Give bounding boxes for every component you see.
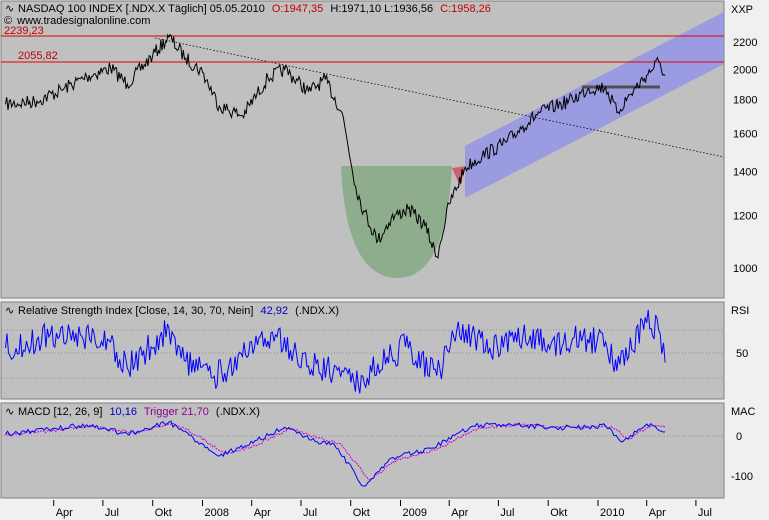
rsi-panel-header: ∿ Relative Strength Index [Close, 14, 30…: [5, 305, 749, 360]
copyright-symbol: ©: [4, 15, 12, 27]
svg-text:© www.tradesignalonline.: © www.tradesignalonline.com: [4, 15, 150, 27]
price-tick-label: 1200: [733, 211, 757, 223]
x-tick-label: 2008: [205, 507, 229, 519]
macd-line: [5, 420, 666, 487]
macd-settings-icon[interactable]: ∿: [5, 406, 14, 418]
macd-tick-minus100: -100: [731, 471, 753, 483]
price-title: NASDAQ 100 INDEX [.NDX.X Täglich] 05.05.…: [18, 3, 265, 15]
level-label-2239: 2239,23: [4, 25, 44, 37]
price-high-low: H:1971,10 L:1936,56: [330, 3, 433, 15]
macd-symbol: (.NDX.X): [216, 406, 260, 418]
x-tick-label: Okt: [155, 507, 172, 519]
chart-settings-icon[interactable]: ∿: [5, 3, 14, 15]
rsi-line: [5, 309, 666, 394]
rsi-title: Relative Strength Index [Close, 14, 30, …: [18, 305, 253, 317]
price-close: C:1958,26: [440, 3, 491, 15]
price-tick-label: 2200: [733, 37, 757, 49]
price-axis: 2200 2000 1800 1600 1400 1200 1000: [733, 37, 757, 275]
price-line: [5, 33, 666, 259]
x-tick-label: 2010: [600, 507, 624, 519]
svg-text:MACD [12, 26, 9] 10,16: MACD [12, 26, 9] 10,16 Trigger 21,70 (.N…: [18, 406, 260, 418]
x-tick-label: Apr: [649, 507, 666, 519]
macd-value: 10,16: [109, 406, 137, 418]
x-tick-label: Jul: [500, 507, 514, 519]
macd-tick-0: 0: [736, 431, 742, 443]
price-tick-label: 1600: [733, 128, 757, 140]
svg-text:NASDAQ 100 INDEX [.NDX.X Tägl: NASDAQ 100 INDEX [.NDX.X Täglich] 05.05.…: [18, 3, 491, 15]
descending-trendline: [154, 37, 725, 158]
level-label-2055: 2055,82: [18, 50, 58, 62]
price-tick-label: 1000: [733, 263, 757, 275]
x-tick-label: Jul: [105, 507, 119, 519]
macd-panel-header: ∿ MACD [12, 26, 9] 10,16 Trigger 21,70 (…: [5, 406, 756, 483]
price-tick-label: 2000: [733, 64, 757, 76]
source-label: www.tradesignalonline.com: [16, 15, 150, 27]
x-tick-label: Jul: [303, 507, 317, 519]
rsi-tick-50: 50: [736, 348, 748, 360]
price-panel-header: ∿ NASDAQ 100 INDEX [.NDX.X Täglich] 05.0…: [4, 3, 753, 62]
price-scale-label: XXP: [731, 4, 753, 16]
price-tick-label: 1400: [733, 167, 757, 179]
rsi-scale-label: RSI: [731, 305, 749, 317]
rsi-settings-icon[interactable]: ∿: [5, 305, 14, 317]
x-tick-label: 2009: [403, 507, 427, 519]
svg-text:Relative Strength Index [Close: Relative Strength Index [Close, 14, 30, …: [18, 305, 339, 317]
x-tick-label: Jul: [698, 507, 712, 519]
x-tick-label: Okt: [550, 507, 567, 519]
time-axis: Apr Jul Okt 2008 Apr Jul Okt 2009 Apr Jul Okt 2010 A…: [53, 500, 712, 519]
macd-panel: [0, 402, 725, 499]
macd-title: MACD [12, 26, 9]: [18, 406, 102, 418]
rsi-value: 42,92: [260, 305, 288, 317]
x-tick-label: Okt: [353, 507, 370, 519]
rsi-symbol: (.NDX.X): [295, 305, 339, 317]
x-tick-label: Apr: [254, 507, 271, 519]
cup-formation: [341, 166, 452, 279]
price-tick-label: 1800: [733, 95, 757, 107]
rsi-panel: [0, 301, 725, 400]
bullish-trend-channel: [465, 12, 724, 198]
price-open: O:1947,35: [272, 3, 323, 15]
macd-trigger-value: Trigger 21,70: [144, 406, 209, 418]
macd-scale-label: MAC: [731, 406, 756, 418]
x-tick-label: Apr: [451, 507, 468, 519]
x-tick-label: Apr: [56, 507, 73, 519]
